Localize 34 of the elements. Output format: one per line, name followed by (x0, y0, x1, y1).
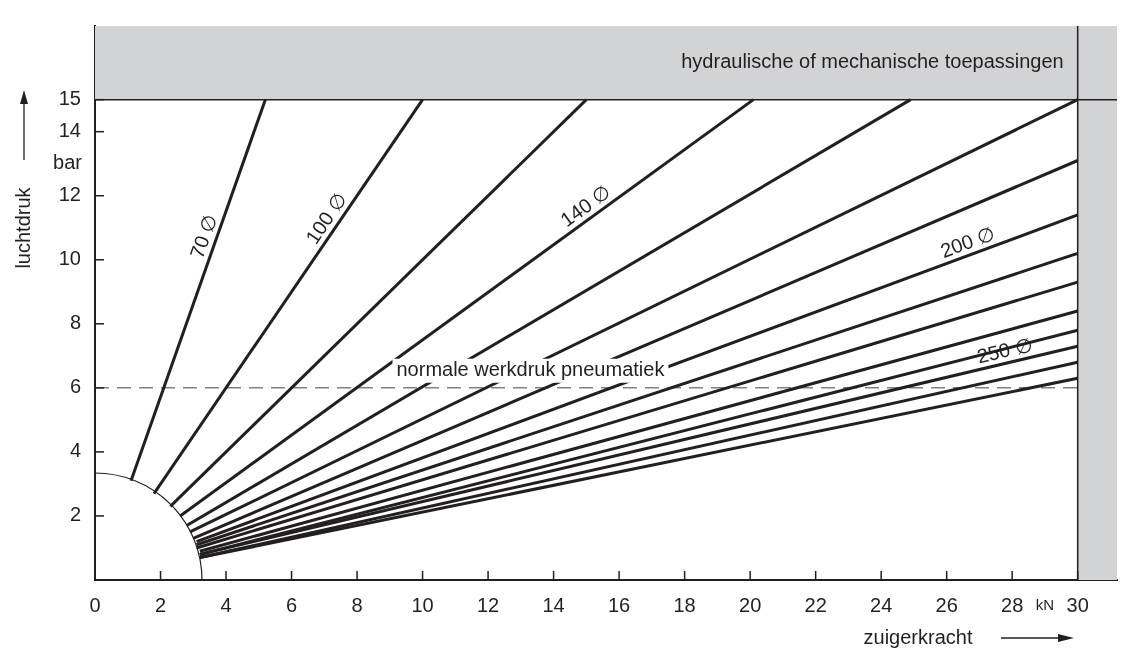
x-tick-label: 8 (351, 593, 363, 616)
y-tick-label: 10 (58, 247, 81, 270)
y-tick-label: 14 (58, 119, 81, 142)
band-label: hydraulische of mechanische toepassingen (681, 50, 1064, 73)
text: bar (53, 151, 83, 174)
x-tick-label: 30 (1066, 593, 1089, 616)
y-tick-label: 2 (69, 503, 81, 526)
x-tick-label: 6 (285, 593, 298, 616)
x-tick-label: 20 (739, 593, 762, 616)
y-tick-label: 4 (69, 439, 81, 462)
x-tick-label: 24 (870, 593, 893, 616)
text: kN (1035, 596, 1055, 614)
y-axis-title: luchtdruk (11, 186, 34, 269)
x-tick-label: 18 (673, 593, 696, 616)
x-axis-title: zuigerkracht (863, 625, 973, 648)
y-tick-label: 12 (58, 183, 81, 206)
y-tick-label: 6 (69, 375, 81, 398)
x-tick-label: 4 (220, 593, 232, 616)
x-tick-label: 16 (607, 593, 631, 616)
text: 140 ∅ (556, 180, 615, 232)
x-tick-label: 0 (89, 593, 101, 616)
x-tick-label: 26 (935, 593, 958, 616)
y-tick-label: 15 (58, 87, 81, 110)
ref-line-label: normale werkdruk pneumatiek (396, 358, 666, 381)
x-tick-label: 14 (542, 593, 565, 616)
x-tick-label: 2 (154, 593, 167, 616)
x-tick-label: 28 (1001, 593, 1024, 616)
text: 200 ∅ (937, 221, 998, 262)
y-tick-label: 8 (69, 311, 81, 334)
x-tick-label: 10 (411, 593, 434, 616)
text: 100 ∅ (301, 189, 351, 248)
text: 70 ∅ (185, 211, 222, 262)
x-tick-label: 12 (476, 593, 500, 616)
x-tick-label: 22 (804, 593, 827, 616)
